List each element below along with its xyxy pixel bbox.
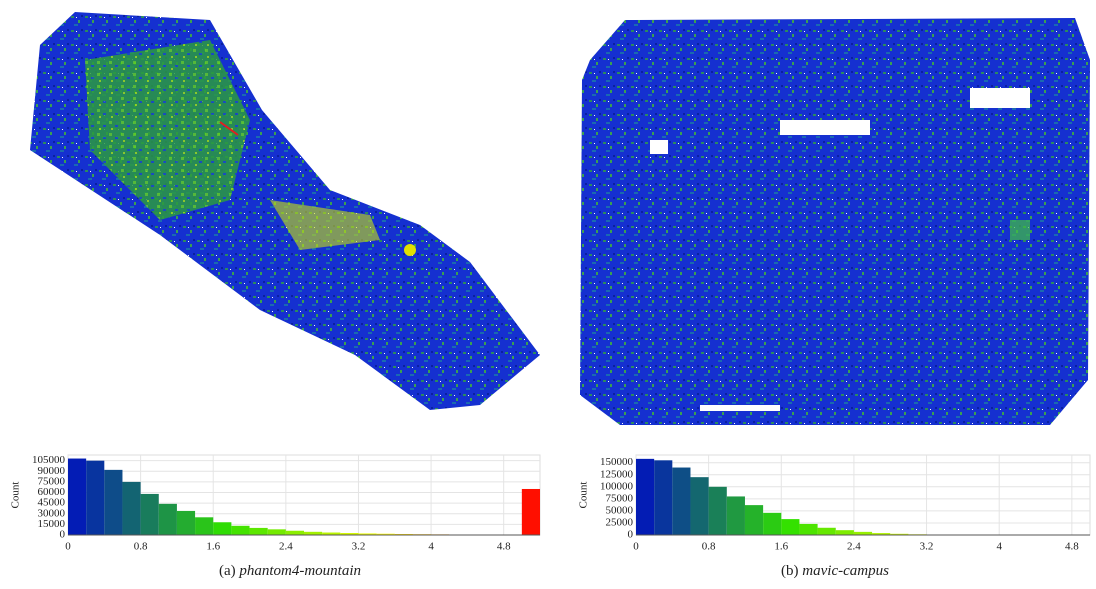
- histogram-bar: [68, 458, 87, 535]
- point-cloud-b: [580, 18, 1090, 425]
- y-tick-label: 100000: [600, 480, 634, 492]
- histogram-bar: [304, 531, 323, 535]
- histogram-bar: [890, 533, 909, 535]
- histogram-bar: [195, 517, 214, 535]
- histogram-bar: [322, 532, 341, 535]
- histogram-bar: [521, 488, 540, 535]
- x-tick-label: 4: [428, 541, 434, 553]
- histogram-bar: [176, 510, 196, 535]
- y-tick-label: 90000: [38, 465, 66, 477]
- histogram-bar: [853, 531, 873, 535]
- y-tick-label: 105000: [32, 454, 66, 466]
- x-tick-label: 1.6: [774, 541, 788, 553]
- point-cloud-a: [30, 12, 540, 410]
- histogram-bar: [744, 505, 764, 535]
- y-tick-label: 30000: [38, 507, 66, 519]
- caption-name: mavic-campus: [802, 563, 889, 579]
- x-tick-label: 4.8: [1065, 541, 1079, 553]
- histogram-bar: [817, 527, 836, 535]
- y-tick-label: 15000: [38, 518, 66, 530]
- histogram-bar: [267, 529, 286, 535]
- y-tick-label: 75000: [606, 492, 634, 504]
- y-tick-label: 75000: [38, 475, 66, 487]
- histogram-bar: [654, 460, 673, 535]
- histogram-bar: [708, 486, 727, 535]
- x-tick-label: 1.6: [206, 541, 220, 553]
- y-axis-label: Count: [10, 482, 22, 509]
- y-tick-label: 45000: [38, 497, 66, 509]
- x-tick-label: 3.2: [352, 541, 366, 553]
- histogram-bar: [86, 460, 105, 535]
- histogram-bar: [872, 533, 891, 535]
- caption-tag: (b): [781, 563, 799, 579]
- histogram-bar: [835, 530, 854, 535]
- histogram-bar: [799, 523, 818, 535]
- histogram-bar: [140, 493, 159, 535]
- x-tick-label: 4: [996, 541, 1002, 553]
- y-axis-label: Count: [578, 482, 590, 509]
- histogram-bar: [690, 477, 709, 535]
- x-tick-label: 2.4: [847, 541, 861, 553]
- y-tick-label: 60000: [38, 486, 66, 498]
- histogram-bar: [285, 530, 304, 535]
- histogram-bar: [726, 496, 745, 535]
- histogram-bar: [636, 458, 655, 535]
- x-tick-label: 2.4: [279, 541, 293, 553]
- caption-tag: (a): [219, 563, 236, 579]
- histogram-bar: [213, 522, 232, 535]
- y-tick-label: 0: [628, 529, 634, 541]
- histogram-bar: [249, 527, 268, 535]
- x-tick-label: 0.8: [134, 541, 148, 553]
- histogram-bar: [781, 519, 800, 535]
- histogram-bar: [122, 481, 141, 535]
- caption-name: phantom4-mountain: [238, 563, 361, 579]
- x-tick-label: 0: [633, 541, 639, 553]
- histogram-bar: [231, 525, 250, 535]
- histogram-bar: [763, 512, 782, 535]
- x-tick-label: 4.8: [497, 541, 511, 553]
- x-tick-label: 0.8: [702, 541, 716, 553]
- histogram-bar: [672, 467, 691, 535]
- caption: (a) phantom4-mountain: [219, 563, 361, 579]
- y-tick-label: 150000: [600, 456, 634, 468]
- histogram-bar: [358, 533, 377, 535]
- y-tick-label: 125000: [600, 468, 634, 480]
- histogram-bar: [104, 469, 123, 535]
- histogram-bar: [376, 533, 395, 535]
- x-tick-label: 0: [65, 541, 71, 553]
- caption: (b) mavic-campus: [781, 563, 889, 579]
- y-tick-label: 0: [60, 529, 66, 541]
- y-tick-label: 25000: [606, 516, 634, 528]
- histogram-bar: [340, 533, 359, 535]
- y-tick-label: 50000: [606, 504, 634, 516]
- x-tick-label: 3.2: [920, 541, 934, 553]
- histogram-bar: [158, 503, 177, 535]
